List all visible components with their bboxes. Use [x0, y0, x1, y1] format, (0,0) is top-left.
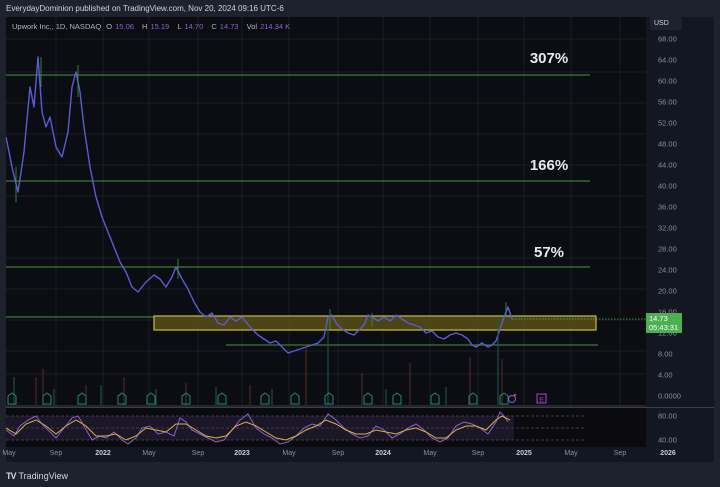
- close-value: 14.73: [219, 22, 239, 31]
- price-tick: 48.00: [658, 139, 677, 149]
- price-tick: 60.00: [658, 76, 677, 86]
- price-tick: 16.00: [658, 307, 677, 317]
- price-tick: 36.00: [658, 202, 677, 212]
- time-tick: Sep: [613, 450, 627, 457]
- price-tick: 56.00: [658, 97, 677, 107]
- time-axis[interactable]: May Sep 2022 May Sep 2023 May Sep 2024 M…: [2, 447, 714, 462]
- last-price: 14.73: [649, 314, 668, 323]
- time-tick: 2022: [95, 450, 111, 457]
- gain-label-307: 307%: [529, 50, 569, 67]
- price-tick: 40.00: [658, 181, 677, 191]
- chart-area[interactable]: 307% 166% 57%: [2, 17, 714, 462]
- time-tick: Sep: [471, 450, 485, 457]
- gain-label-166: 166%: [529, 157, 569, 174]
- tradingview-branding[interactable]: TV TradingView: [6, 471, 68, 481]
- price-axis[interactable]: USD 68.00 64.00 60.00 56.00 52.00 48.00 …: [646, 17, 714, 407]
- rsi-pane[interactable]: [6, 407, 646, 447]
- price-tick: 24.00: [658, 265, 677, 275]
- currency-button[interactable]: USD: [650, 17, 682, 30]
- gain-label-57: 57%: [533, 244, 565, 261]
- time-tick: May: [564, 450, 578, 457]
- price-tick: 20.00: [658, 286, 677, 296]
- low-value: 14.70: [184, 22, 204, 31]
- time-tick: Sep: [331, 450, 345, 457]
- last-price-tag: 14.73 05:43:31: [646, 313, 682, 333]
- time-tick: May: [142, 450, 156, 457]
- high-value: 15.19: [150, 22, 170, 31]
- price-tick: 32.00: [658, 223, 677, 233]
- price-tick: 0.0000: [658, 391, 681, 401]
- price-tick: 12.00: [658, 328, 677, 338]
- time-tick: May: [282, 450, 296, 457]
- time-tick: Sep: [49, 450, 63, 457]
- bar-countdown: 05:43:31: [649, 323, 679, 332]
- time-tick: May: [2, 450, 16, 457]
- rsi-tick: 80.00: [658, 411, 677, 421]
- price-tick: 68.00: [658, 34, 677, 44]
- rsi-tick: 40.00: [658, 435, 677, 445]
- time-tick: 2024: [375, 450, 391, 457]
- rsi-axis[interactable]: 80.00 40.00: [646, 407, 714, 447]
- main-price-pane[interactable]: 307% 166% 57%: [6, 17, 675, 407]
- time-tick: 2023: [234, 450, 250, 457]
- publisher-line: EverydayDominion published on TradingVie…: [6, 4, 284, 13]
- price-tick: 64.00: [658, 55, 677, 65]
- price-tick: 8.00: [658, 349, 673, 359]
- price-tick: 4.00: [658, 370, 673, 380]
- time-tick: May: [423, 450, 437, 457]
- time-tick: Sep: [191, 450, 205, 457]
- tradingview-logo-icon: TV: [6, 471, 16, 481]
- symbol-label: Upwork Inc., 1D, NASDAQ: [12, 22, 102, 31]
- price-chart-svg: [6, 17, 646, 407]
- volume-value: 214.34 K: [260, 22, 291, 31]
- time-tick: 2025: [516, 450, 532, 457]
- price-tick: 52.00: [658, 118, 677, 128]
- price-tick: 44.00: [658, 160, 677, 170]
- brand-name: TradingView: [18, 471, 69, 481]
- rsi-svg: [6, 411, 586, 445]
- time-tick: 2026: [660, 450, 676, 457]
- open-value: 15.06: [115, 22, 134, 31]
- price-tick: 28.00: [658, 244, 677, 254]
